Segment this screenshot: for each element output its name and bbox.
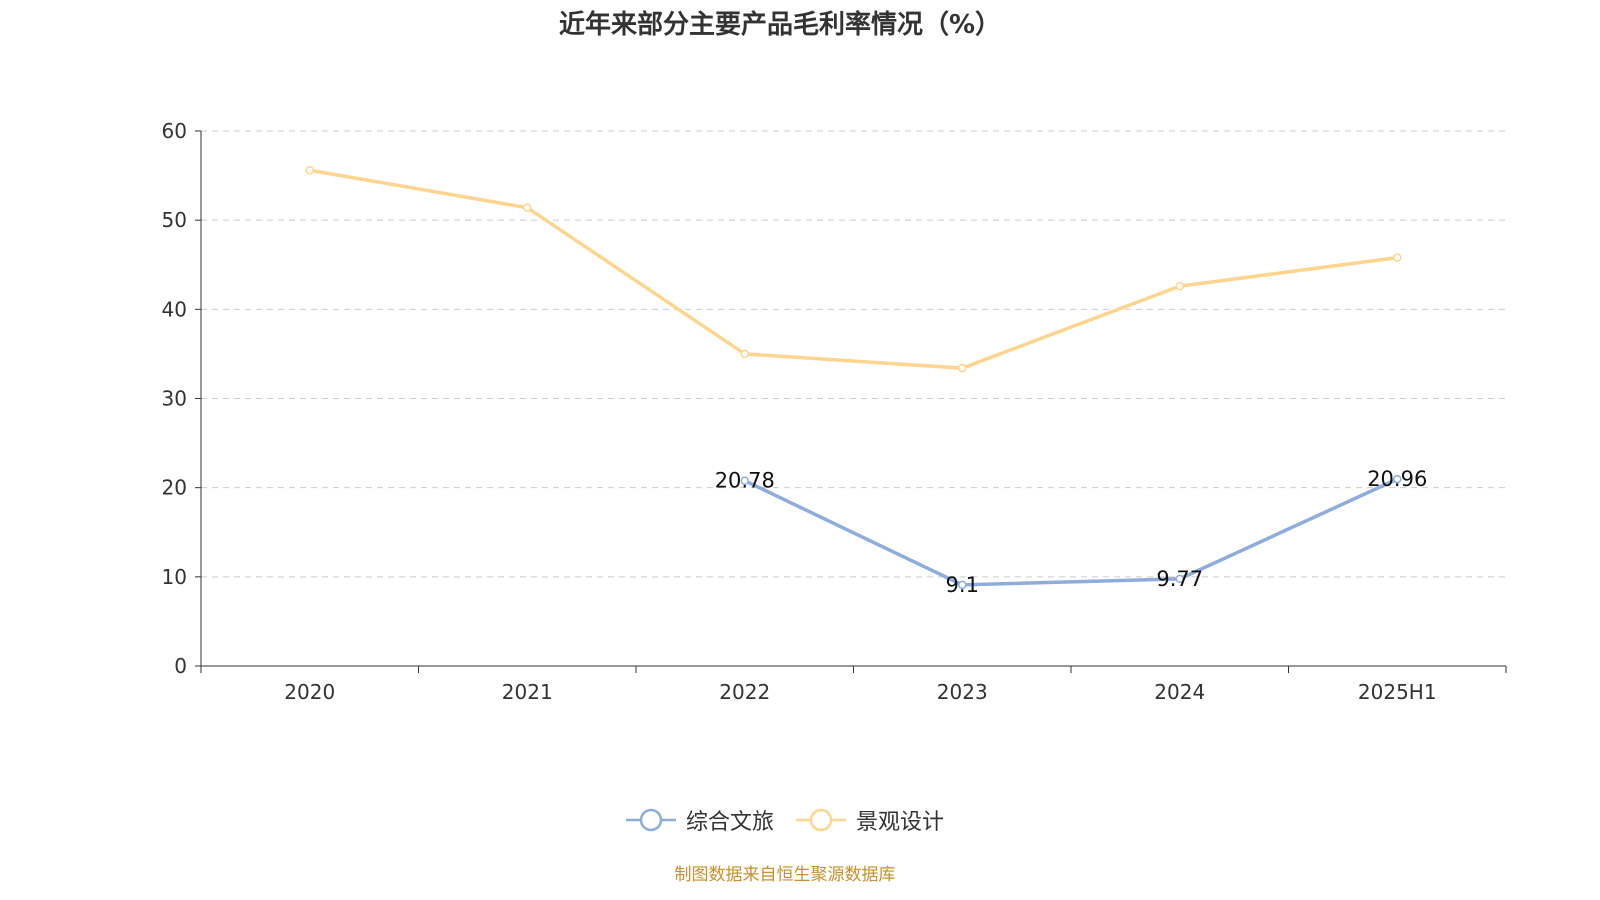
x-tick-label: 2025H1 xyxy=(1358,680,1437,704)
x-tick-label: 2022 xyxy=(719,680,770,704)
data-point xyxy=(1393,474,1402,484)
y-tick-label: 50 xyxy=(162,208,187,232)
y-tick-label: 20 xyxy=(162,476,187,500)
line-chart: 0 10 20 30 40 50 60 2020 2021 2022 2023 2024 2025H1 2… xyxy=(162,119,1507,704)
data-point xyxy=(305,165,314,175)
x-tick-label: 2023 xyxy=(937,680,988,704)
data-label: 20.96 xyxy=(1367,467,1427,491)
y-tick-label: 10 xyxy=(162,565,187,589)
x-tick-label: 2024 xyxy=(1154,680,1205,704)
chart-title: 近年来部分主要产品毛利率情况（%） xyxy=(558,10,1002,40)
legend: 综合文旅 景观设计 xyxy=(0,804,1570,836)
data-label: 20.78 xyxy=(715,469,775,493)
data-point xyxy=(740,476,749,485)
data-point xyxy=(1175,281,1184,291)
data-label: 9.1 xyxy=(946,573,979,597)
data-point xyxy=(958,580,967,590)
legend-label: 景观设计 xyxy=(856,810,945,835)
y-tick-label: 0 xyxy=(174,654,187,678)
legend-label: 综合文旅 xyxy=(685,810,774,835)
legend-item[interactable]: 综合文旅 xyxy=(625,804,774,836)
source-note: 制图数据来自恒生聚源数据库 xyxy=(674,865,896,885)
legend-marker-icon xyxy=(796,808,846,832)
series-line-1 xyxy=(309,168,1398,370)
data-point xyxy=(958,363,967,373)
data-label: 9.77 xyxy=(1156,567,1203,591)
legend-marker-icon xyxy=(625,808,676,832)
data-point xyxy=(523,203,532,212)
x-tick-label: 2020 xyxy=(284,680,335,704)
y-tick-label: 40 xyxy=(162,297,187,321)
data-point xyxy=(1175,574,1184,584)
y-tick-label: 30 xyxy=(162,387,187,411)
data-point xyxy=(1393,253,1402,262)
x-tick-label: 2021 xyxy=(502,680,553,704)
y-tick-label: 60 xyxy=(162,119,187,143)
series-line-0 xyxy=(743,477,1398,587)
data-point xyxy=(740,349,749,359)
legend-item[interactable]: 景观设计 xyxy=(796,804,944,836)
